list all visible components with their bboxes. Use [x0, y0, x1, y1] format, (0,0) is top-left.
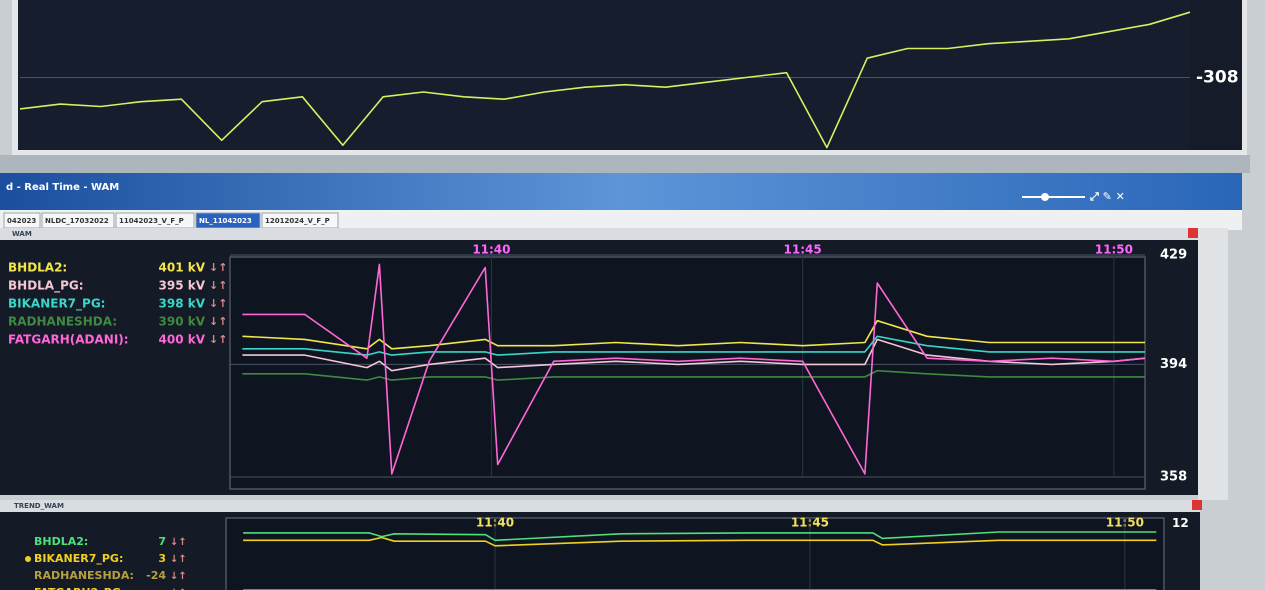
top-plot: [18, 0, 1190, 150]
legend-name: BHDLA2:: [8, 261, 67, 275]
legend-reading: 398 kV: [159, 297, 206, 311]
series-line: [243, 536, 1157, 547]
trend-plot-area: [225, 517, 1165, 590]
window-title: d - Real Time - WAM: [6, 182, 119, 193]
x-tick-label: 11:50: [1095, 243, 1133, 257]
series-line: [242, 263, 1146, 475]
series-line: [242, 335, 1145, 356]
series-line: [19, 11, 1191, 149]
legend-name: BHDLA2:: [34, 535, 88, 548]
legend-reading: 3: [158, 552, 166, 565]
tab-label: NLDC_17032022: [45, 217, 109, 225]
legend-arrows: ↓↑: [170, 537, 187, 548]
legend-name: BHDLA_PG:: [8, 279, 84, 294]
y-tick-label: 429: [1160, 248, 1187, 263]
x-tick-label: 11:40: [472, 243, 510, 257]
close-button[interactable]: [1192, 500, 1202, 510]
trend-label: TREND_WAM: [14, 502, 64, 510]
legend-reading: 395 kV: [159, 279, 206, 293]
legend-reading: -24: [146, 569, 166, 582]
series-line: [242, 319, 1145, 350]
trend-header: [0, 500, 1200, 512]
title-bar: [0, 173, 1242, 210]
top-axis: [1190, 0, 1242, 150]
legend-name: FATGARH2_PG:: [34, 586, 125, 590]
tab-label: NL_11042023: [199, 217, 252, 225]
y-tick-label: 394: [1160, 357, 1187, 372]
legend-reading: 390 kV: [159, 315, 206, 329]
tab-label: 11042023_V_F_P: [119, 217, 184, 225]
panel-header: [0, 228, 1198, 240]
legend-reading: 401 kV: [159, 261, 206, 275]
series-line: [243, 531, 1157, 542]
svg-text:⤢ ✎ ✕: ⤢ ✎ ✕: [1089, 190, 1125, 203]
separator: [0, 155, 1250, 173]
x-tick-label: 11:45: [784, 243, 822, 257]
y-tick-label: 12: [1172, 516, 1189, 530]
legend-arrows: ↓↑: [170, 554, 187, 565]
legend-name: BIKANER7_PG:: [34, 552, 123, 565]
plot-area: [229, 256, 1146, 490]
y-tick-label: -308: [1196, 68, 1239, 88]
tab-label: 12012024_V_F_P: [265, 217, 330, 225]
window-controls[interactable]: ⤢ ✎ ✕: [1022, 190, 1125, 203]
panel-label: WAM: [12, 230, 32, 238]
legend-arrows: ↓↑: [209, 297, 227, 310]
legend-arrows: ↓↑: [170, 571, 187, 582]
legend-arrows: ↓↑: [209, 279, 227, 292]
tab-label: 042023: [7, 217, 36, 225]
legend-arrows: ↓↑: [209, 315, 227, 328]
series-line: [242, 369, 1145, 381]
legend-name: RADHANESHDA:: [34, 569, 134, 582]
legend-name: FATGARH(ADANI):: [8, 333, 129, 347]
y-tick-label: 358: [1160, 470, 1187, 485]
legend-reading: 7: [158, 535, 166, 548]
legend-reading: 400 kV: [159, 333, 206, 347]
legend-arrows: ↓↑: [170, 588, 187, 590]
legend-arrows: ↓↑: [209, 261, 227, 274]
legend-marker: [25, 556, 31, 562]
side-frame: [1198, 228, 1228, 500]
close-button[interactable]: [1188, 228, 1198, 238]
legend-name: BIKANER7_PG:: [8, 297, 105, 312]
legend-arrows: ↓↑: [209, 333, 227, 346]
legend-name: RADHANESHDA:: [8, 315, 117, 329]
